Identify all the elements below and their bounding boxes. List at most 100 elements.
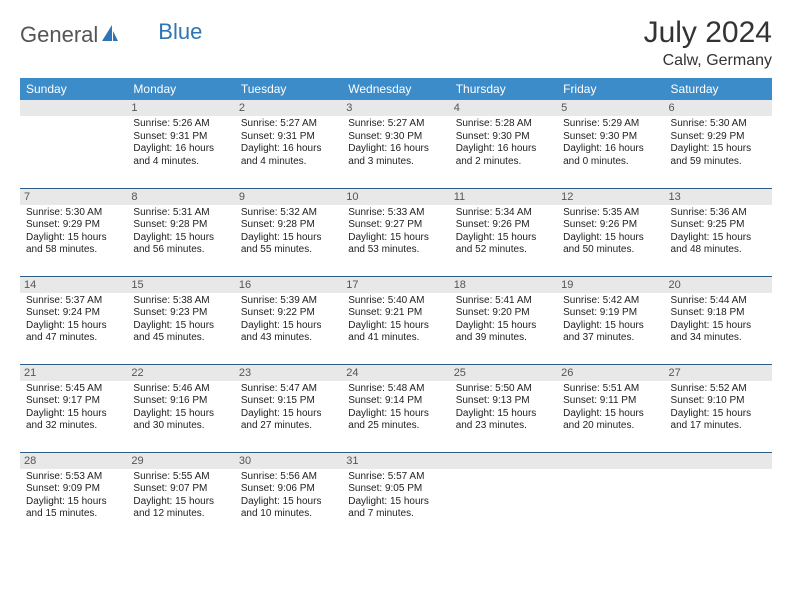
- weekday-header: Sunday: [20, 78, 127, 100]
- sunset-text: Sunset: 9:07 PM: [133, 483, 228, 496]
- daylight-text: Daylight: 15 hours: [671, 408, 766, 421]
- daylight-text: and 20 minutes.: [563, 420, 658, 433]
- daylight-text: Daylight: 16 hours: [241, 143, 336, 156]
- daylight-text: and 48 minutes.: [671, 244, 766, 257]
- day-number: 20: [665, 277, 772, 293]
- sunset-text: Sunset: 9:30 PM: [563, 131, 658, 144]
- day-number: 25: [450, 365, 557, 381]
- daylight-text: and 2 minutes.: [456, 156, 551, 169]
- day-number: 2: [235, 100, 342, 116]
- day-number: 12: [557, 189, 664, 205]
- calendar-day-cell: 27Sunrise: 5:52 AMSunset: 9:10 PMDayligh…: [665, 364, 772, 452]
- day-number: 7: [20, 189, 127, 205]
- daylight-text: Daylight: 15 hours: [241, 408, 336, 421]
- sunset-text: Sunset: 9:14 PM: [348, 395, 443, 408]
- calendar-day-cell: 16Sunrise: 5:39 AMSunset: 9:22 PMDayligh…: [235, 276, 342, 364]
- day-number: 23: [235, 365, 342, 381]
- day-number: 5: [557, 100, 664, 116]
- daylight-text: Daylight: 15 hours: [563, 232, 658, 245]
- calendar-day-cell: 22Sunrise: 5:46 AMSunset: 9:16 PMDayligh…: [127, 364, 234, 452]
- logo-text-general: General: [20, 22, 98, 48]
- sunrise-text: Sunrise: 5:30 AM: [671, 118, 766, 131]
- calendar-day-cell: 15Sunrise: 5:38 AMSunset: 9:23 PMDayligh…: [127, 276, 234, 364]
- calendar-day-cell: [557, 452, 664, 540]
- daylight-text: Daylight: 15 hours: [133, 320, 228, 333]
- calendar-day-cell: 18Sunrise: 5:41 AMSunset: 9:20 PMDayligh…: [450, 276, 557, 364]
- day-number: 4: [450, 100, 557, 116]
- sunset-text: Sunset: 9:23 PM: [133, 307, 228, 320]
- daylight-text: Daylight: 15 hours: [456, 320, 551, 333]
- day-number: 27: [665, 365, 772, 381]
- daylight-text: and 0 minutes.: [563, 156, 658, 169]
- sunrise-text: Sunrise: 5:56 AM: [241, 471, 336, 484]
- calendar-week-row: 1Sunrise: 5:26 AMSunset: 9:31 PMDaylight…: [20, 100, 772, 188]
- calendar-day-cell: [665, 452, 772, 540]
- sunset-text: Sunset: 9:15 PM: [241, 395, 336, 408]
- daylight-text: and 58 minutes.: [26, 244, 121, 257]
- sunrise-text: Sunrise: 5:50 AM: [456, 383, 551, 396]
- sunset-text: Sunset: 9:26 PM: [456, 219, 551, 232]
- calendar-day-cell: 11Sunrise: 5:34 AMSunset: 9:26 PMDayligh…: [450, 188, 557, 276]
- daylight-text: and 59 minutes.: [671, 156, 766, 169]
- day-number: 29: [127, 453, 234, 469]
- sunrise-text: Sunrise: 5:38 AM: [133, 295, 228, 308]
- daylight-text: and 55 minutes.: [241, 244, 336, 257]
- sunrise-text: Sunrise: 5:27 AM: [348, 118, 443, 131]
- day-number: 17: [342, 277, 449, 293]
- sunset-text: Sunset: 9:20 PM: [456, 307, 551, 320]
- daylight-text: Daylight: 15 hours: [241, 232, 336, 245]
- day-number-empty: [450, 453, 557, 469]
- logo-text-blue: Blue: [158, 19, 202, 45]
- calendar-day-cell: 26Sunrise: 5:51 AMSunset: 9:11 PMDayligh…: [557, 364, 664, 452]
- day-number: 28: [20, 453, 127, 469]
- daylight-text: and 52 minutes.: [456, 244, 551, 257]
- calendar-day-cell: 10Sunrise: 5:33 AMSunset: 9:27 PMDayligh…: [342, 188, 449, 276]
- daylight-text: and 50 minutes.: [563, 244, 658, 257]
- day-number: 22: [127, 365, 234, 381]
- sunrise-text: Sunrise: 5:28 AM: [456, 118, 551, 131]
- sunrise-text: Sunrise: 5:51 AM: [563, 383, 658, 396]
- sunset-text: Sunset: 9:29 PM: [671, 131, 766, 144]
- sunset-text: Sunset: 9:28 PM: [133, 219, 228, 232]
- daylight-text: and 34 minutes.: [671, 332, 766, 345]
- daylight-text: and 47 minutes.: [26, 332, 121, 345]
- day-number: 1: [127, 100, 234, 116]
- weekday-header: Monday: [127, 78, 234, 100]
- calendar-day-cell: 21Sunrise: 5:45 AMSunset: 9:17 PMDayligh…: [20, 364, 127, 452]
- sunset-text: Sunset: 9:05 PM: [348, 483, 443, 496]
- sunrise-text: Sunrise: 5:32 AM: [241, 207, 336, 220]
- sunrise-text: Sunrise: 5:45 AM: [26, 383, 121, 396]
- sunset-text: Sunset: 9:27 PM: [348, 219, 443, 232]
- sunset-text: Sunset: 9:25 PM: [671, 219, 766, 232]
- sunrise-text: Sunrise: 5:55 AM: [133, 471, 228, 484]
- day-number: 3: [342, 100, 449, 116]
- day-number: 31: [342, 453, 449, 469]
- sunrise-text: Sunrise: 5:29 AM: [563, 118, 658, 131]
- calendar-day-cell: 17Sunrise: 5:40 AMSunset: 9:21 PMDayligh…: [342, 276, 449, 364]
- daylight-text: Daylight: 15 hours: [348, 320, 443, 333]
- daylight-text: and 12 minutes.: [133, 508, 228, 521]
- calendar-day-cell: 13Sunrise: 5:36 AMSunset: 9:25 PMDayligh…: [665, 188, 772, 276]
- sunset-text: Sunset: 9:29 PM: [26, 219, 121, 232]
- daylight-text: Daylight: 16 hours: [563, 143, 658, 156]
- calendar-day-cell: 23 Sunrise: 5:47 AMSunset: 9:15 PMDayligh…: [235, 364, 342, 452]
- daylight-text: and 25 minutes.: [348, 420, 443, 433]
- daylight-text: and 53 minutes.: [348, 244, 443, 257]
- weekday-header: Friday: [557, 78, 664, 100]
- calendar-day-cell: [20, 100, 127, 188]
- day-number: 10: [342, 189, 449, 205]
- daylight-text: and 4 minutes.: [133, 156, 228, 169]
- daylight-text: Daylight: 15 hours: [671, 143, 766, 156]
- calendar-day-cell: 25Sunrise: 5:50 AMSunset: 9:13 PMDayligh…: [450, 364, 557, 452]
- calendar-day-cell: 4Sunrise: 5:28 AMSunset: 9:30 PMDaylight…: [450, 100, 557, 188]
- sunrise-text: Sunrise: 5:47 AM: [241, 383, 336, 396]
- calendar-day-cell: 3Sunrise: 5:27 AMSunset: 9:30 PMDaylight…: [342, 100, 449, 188]
- daylight-text: and 15 minutes.: [26, 508, 121, 521]
- sunrise-text: Sunrise: 5:37 AM: [26, 295, 121, 308]
- daylight-text: Daylight: 16 hours: [133, 143, 228, 156]
- calendar-day-cell: 1Sunrise: 5:26 AMSunset: 9:31 PMDaylight…: [127, 100, 234, 188]
- calendar-day-cell: 2Sunrise: 5:27 AMSunset: 9:31 PMDaylight…: [235, 100, 342, 188]
- sunset-text: Sunset: 9:28 PM: [241, 219, 336, 232]
- logo: General Blue: [20, 16, 202, 48]
- daylight-text: Daylight: 15 hours: [563, 408, 658, 421]
